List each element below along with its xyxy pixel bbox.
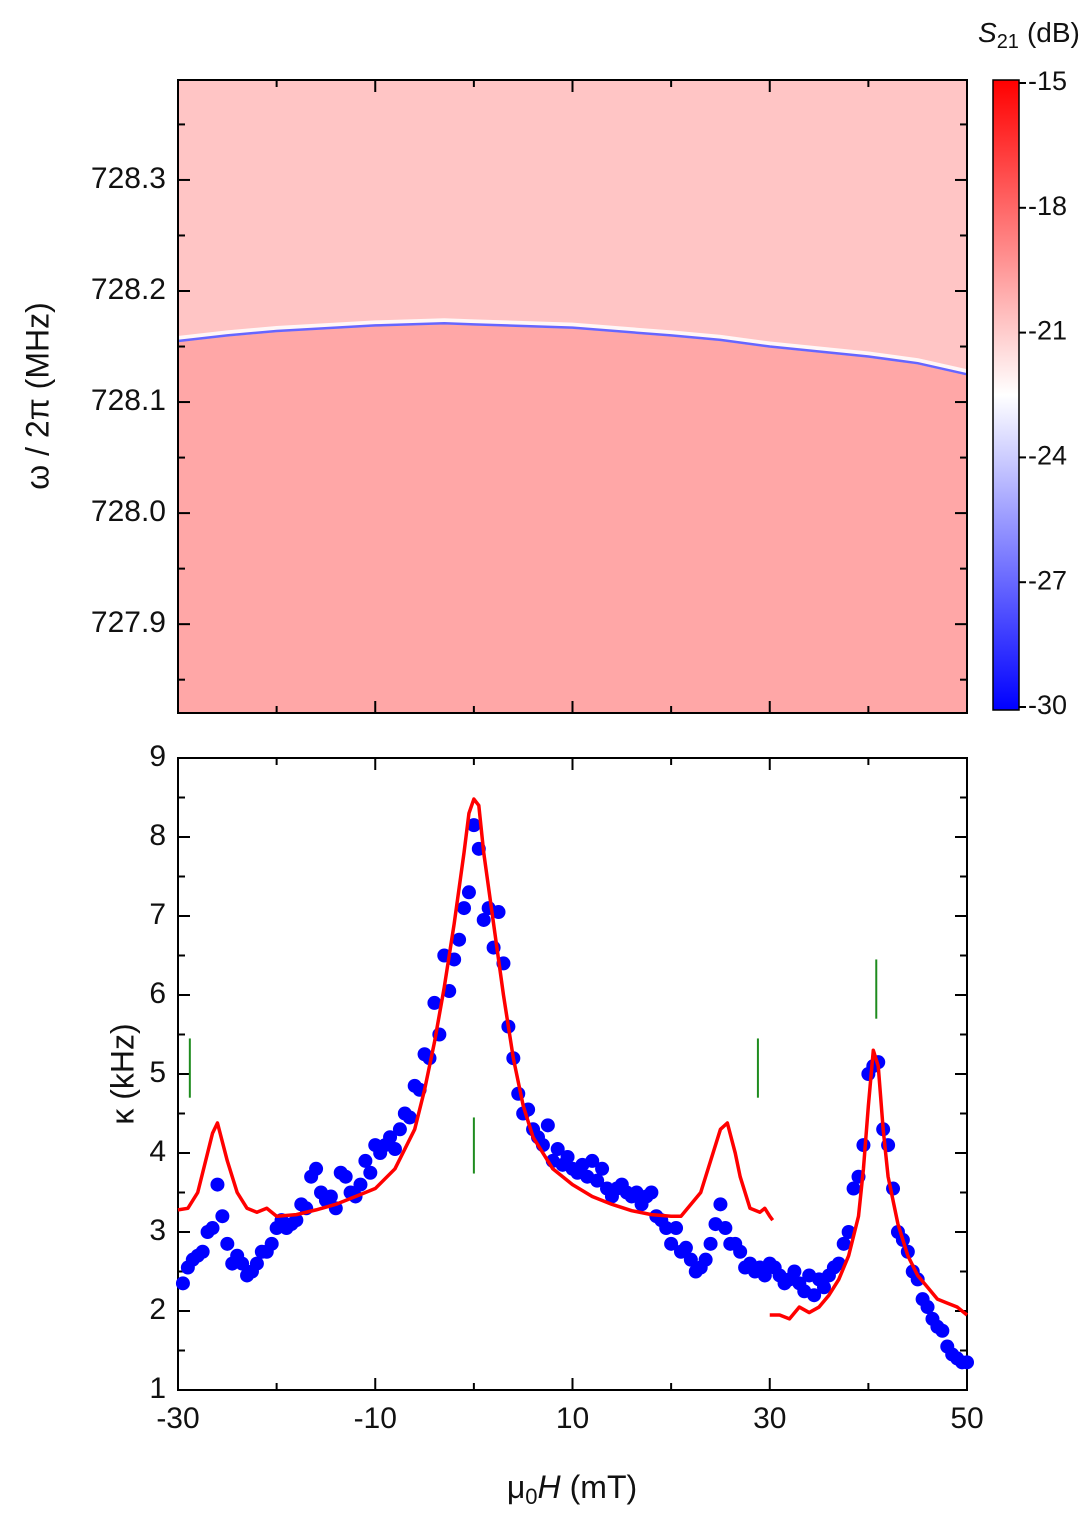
y-tick-label: 2 [149,1293,166,1326]
y-axis-label: ω / 2π (MHz) [19,302,55,490]
data-point [787,1264,802,1279]
data-point [220,1236,235,1251]
data-point [235,1256,250,1271]
data-point [353,1177,368,1192]
data-point [910,1272,925,1287]
data-point [338,1169,353,1184]
data-point [846,1181,861,1196]
data-point [383,1130,398,1145]
x-label-part: μ [507,1469,525,1505]
colorbar-tick-label: -21 [1028,316,1067,346]
y-tick-label: 7 [149,898,166,931]
colorbar-tick-label: -27 [1028,565,1067,595]
x-tick-label: 10 [556,1402,589,1435]
y-tick-label: 728.2 [91,273,166,306]
data-point [678,1240,693,1255]
data-point [215,1209,230,1224]
resonance-glow [177,318,968,376]
data-point [816,1280,831,1295]
y-tick-label: 728.3 [91,162,166,195]
x-axis-label: μ0H (mT) [507,1469,637,1508]
data-point [669,1221,684,1236]
data-point [387,1142,402,1157]
y-tick-label: 728.0 [91,495,166,528]
fit-line [177,797,775,1222]
colorbar-label-part: S [978,17,997,48]
data-point [585,1153,600,1168]
y-tick-label: 727.9 [91,606,166,639]
x-label-part: H [538,1469,562,1505]
y-tick-label: 6 [149,977,166,1010]
data-point [249,1256,264,1271]
data-point [540,1118,555,1133]
data-point [309,1161,324,1176]
plot-frame [177,757,968,1391]
data-point [457,901,472,916]
data-point [960,1355,974,1370]
data-point [323,1189,338,1204]
y-tick-label: 4 [149,1135,166,1168]
data-point [664,1236,679,1251]
data-point [363,1165,378,1180]
x-tick-label: -10 [354,1402,397,1435]
x-label-subscript: 0 [525,1484,537,1509]
data-point [264,1236,279,1251]
y-tick-label: 5 [149,1056,166,1089]
y-tick-label: 9 [149,740,166,773]
data-point [427,995,442,1010]
data-point [210,1177,225,1192]
data-point [698,1252,713,1267]
fit-line [769,1048,969,1321]
heatmap-region-below [178,323,967,713]
data-point [205,1221,220,1236]
x-tick-label: -30 [156,1402,199,1435]
y-axis-label: κ (kHz) [104,1023,140,1124]
colorbar-label-part: (dB) [1027,17,1080,48]
colorbar-tick-label: -30 [1028,690,1067,720]
data-point [935,1323,950,1338]
data-point [733,1244,748,1259]
data-point [560,1149,575,1164]
colorbar-tick-label: -24 [1028,441,1067,471]
data-point [175,1276,190,1291]
y-tick-label: 3 [149,1214,166,1247]
data-point [195,1244,210,1259]
x-tick-label: 50 [950,1402,983,1435]
colorbar-label-subscript: 21 [997,31,1019,53]
data-point [358,1153,373,1168]
y-tick-label: 1 [149,1372,166,1405]
heatmap-region-above [178,80,967,375]
data-point [836,1236,851,1251]
data-point [392,1122,407,1137]
data-point [713,1197,728,1212]
data-point [550,1142,565,1157]
data-point [703,1236,718,1251]
colorbar-label: S21 (dB) [978,17,1080,53]
colorbar-tick-label: -15 [1028,66,1067,96]
data-point [920,1300,935,1315]
data-point [659,1221,674,1236]
y-tick-label: 8 [149,819,166,852]
data-point [461,885,476,900]
y-tick-label: 728.1 [91,384,166,417]
data-point [683,1252,698,1267]
colorbar-tick-label: -18 [1028,191,1067,221]
data-point [476,912,491,927]
data-point [590,1173,605,1188]
data-point [452,932,467,947]
data-point [757,1268,772,1283]
data-point [807,1288,822,1303]
data-point [644,1185,659,1200]
data-point [491,905,506,920]
x-tick-label: 30 [753,1402,786,1435]
data-point [402,1110,417,1125]
colorbar [992,79,1020,711]
x-label-part: (mT) [570,1469,638,1505]
resonance-line [177,321,968,376]
data-point [466,818,481,833]
data-point [595,1161,610,1176]
data-point [718,1221,733,1236]
